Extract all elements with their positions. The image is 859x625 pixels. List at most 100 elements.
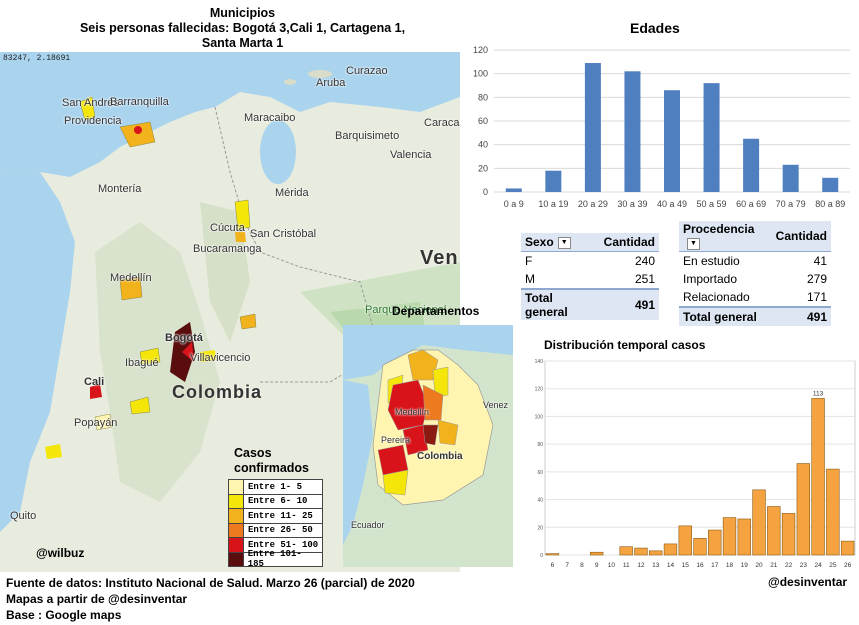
procedencia-row-label: Importado <box>683 272 738 286</box>
label-ibague: Ibagué <box>125 357 159 369</box>
x-tick-label: 0 a 9 <box>504 199 524 209</box>
label-villavicencio: Villavicencio <box>190 352 251 364</box>
y-tick-label: 0 <box>483 187 488 197</box>
temporal-title: Distribución temporal casos <box>544 338 706 352</box>
x-tick-label: 16 <box>696 562 704 569</box>
desinventar-credit: @desinventar <box>768 575 848 589</box>
legend-label: Entre 51- 100 <box>248 539 319 550</box>
bar <box>664 90 680 192</box>
x-tick-label: 24 <box>814 562 822 569</box>
y-tick-label: 80 <box>537 442 543 448</box>
y-tick-label: 20 <box>537 525 543 531</box>
procedencia-total-value: 491 <box>771 306 831 326</box>
bar <box>505 188 522 192</box>
edades-chart: 0 20 40 60 80 100 120 0 a 9 10 a 19 20 a 29 30 a 3… <box>473 45 850 209</box>
sexo-table: Sexo ▼ Cantidad F 240 M 251 Total general 491 <box>521 233 659 320</box>
procedencia-row-label: En estudio <box>683 254 740 268</box>
x-tick-label: 21 <box>770 562 778 569</box>
label-pereira: Pereira <box>381 435 411 445</box>
label-cali: Cali <box>84 376 105 388</box>
x-tick-label: 20 <box>755 562 763 569</box>
label-providencia: Providencia <box>64 115 122 127</box>
y-tick-label: 140 <box>535 359 544 365</box>
sexo-total-value: 491 <box>599 288 659 320</box>
legend-item: Entre 6- 10 <box>228 493 323 509</box>
filter-dropdown-icon[interactable]: ▼ <box>557 236 571 249</box>
footer-base: Base : Google maps <box>6 608 122 622</box>
peak-data-label: 113 <box>813 390 824 397</box>
bar <box>796 463 811 556</box>
legend-swatch <box>229 523 244 537</box>
label-aruba: Aruba <box>316 77 346 89</box>
x-tick-label: 8 <box>580 562 584 569</box>
x-tick-label: 7 <box>565 562 569 569</box>
label-venezuela: Ven <box>420 247 459 269</box>
sexo-row-value: 240 <box>634 254 655 268</box>
x-tick-label: 10 a 19 <box>538 199 568 209</box>
map-title: Municipios Seis personas fallecidas: Bog… <box>0 6 485 51</box>
sexo-row-value: 251 <box>634 272 655 286</box>
x-tick-label: 20 a 29 <box>578 199 608 209</box>
legend-swatch <box>229 494 244 508</box>
label-popayan: Popayán <box>74 417 118 429</box>
label-ecuador: Ecuador <box>351 520 385 530</box>
bar <box>822 177 839 192</box>
x-tick-label: 11 <box>623 562 630 569</box>
x-tick-label: 17 <box>711 562 719 569</box>
legend-swatch <box>229 509 244 523</box>
bar <box>678 525 692 556</box>
label-bogota: Bogotá <box>165 332 203 344</box>
label-merida: Mérida <box>275 187 309 199</box>
departamentos-title: Departamentos <box>392 304 480 318</box>
legend-item: Entre 101- 185 <box>228 549 323 569</box>
sexo-row-label: M <box>525 272 535 286</box>
y-tick-label: 0 <box>540 553 543 559</box>
title-line-2: Seis personas fallecidas: Bogotá 3,Cali … <box>79 21 406 35</box>
y-tick-label: 100 <box>535 414 544 420</box>
x-tick-label: 23 <box>800 562 808 569</box>
bar <box>693 538 707 556</box>
map-terrain <box>0 52 460 572</box>
footer-source: Fuente de datos: Instituto Nacional de S… <box>6 576 415 590</box>
departamentos-terrain <box>343 325 513 567</box>
legend-label: Entre 11- 25 <box>248 510 313 521</box>
bar <box>782 164 799 192</box>
label-colombia: Colombia <box>172 382 263 402</box>
x-tick-label: 13 <box>652 562 660 569</box>
x-tick-label: 40 a 49 <box>657 199 687 209</box>
x-tick-label: 19 <box>741 562 749 569</box>
label-san-cristobal: San Cristóbal <box>250 228 317 240</box>
x-tick-label: 80 a 89 <box>815 199 845 209</box>
label-monteria: Montería <box>98 183 142 195</box>
y-tick-label: 120 <box>473 45 488 55</box>
coordinate-readout: 83247, 2.18691 <box>3 54 71 63</box>
label-venez: Venez <box>483 400 509 410</box>
x-tick-label: 18 <box>726 562 734 569</box>
bar <box>663 543 678 556</box>
procedencia-header-cell[interactable]: Procedencia▼ <box>679 221 772 252</box>
bar <box>624 71 641 192</box>
bar <box>743 138 760 192</box>
label-medellin: Medellín <box>110 272 152 284</box>
bar <box>634 547 648 556</box>
x-tick-label: 12 <box>637 562 645 569</box>
bar <box>752 489 766 556</box>
x-tick-label: 70 a 79 <box>776 199 806 209</box>
departamentos-map[interactable]: Medellín Pereira Colombia Ecuador Venez <box>343 325 513 567</box>
procedencia-row-value: 279 <box>806 272 827 286</box>
bar <box>811 398 825 556</box>
label-barranquilla: Barranquilla <box>110 96 169 108</box>
procedencia-row-value: 171 <box>806 290 827 304</box>
sexo-row-label: F <box>525 254 533 268</box>
legend-swatch <box>229 480 244 494</box>
y-tick-label: 40 <box>537 498 543 504</box>
y-tick-label: 120 <box>535 387 544 393</box>
filter-dropdown-icon[interactable]: ▼ <box>687 237 700 250</box>
municipios-map[interactable]: 83247, 2.18691 San Andrés Providencia Ba… <box>0 52 460 572</box>
sexo-header-cell[interactable]: Sexo ▼ <box>521 233 600 252</box>
y-tick-label: 60 <box>537 470 543 476</box>
label-barquisimeto: Barquisimeto <box>335 130 400 142</box>
bar <box>826 468 840 556</box>
legend-item: Entre 1- 5 <box>228 479 323 495</box>
title-line-1: Municipios <box>209 6 276 20</box>
